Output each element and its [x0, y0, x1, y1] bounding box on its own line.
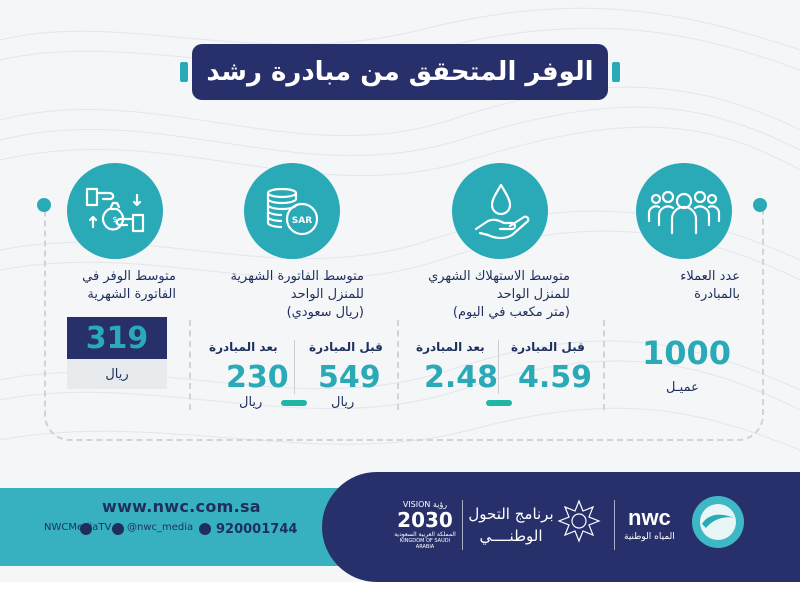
customers-value: 1000	[642, 334, 732, 372]
bill-separator	[294, 340, 295, 394]
savings-label: متوسط الوفر في الفاتورة الشهرية	[82, 269, 176, 302]
vision-sub-en: KINGDOM OF SAUDI ARABIA	[399, 538, 451, 550]
consumption-label: متوسط الاستهلاك الشهري للمنزل الواحد (مت…	[428, 269, 570, 320]
consumption-before-value: 4.59	[518, 360, 593, 395]
column-divider	[603, 320, 605, 410]
frame-dot-left	[37, 198, 51, 212]
savings-value: 319	[85, 320, 149, 356]
vision-2030-logo: VISION رؤية 2030 المملكة العربية السعودي…	[392, 500, 458, 550]
sar-coins-icon: SAR	[244, 163, 340, 259]
svg-text:SAR: SAR	[292, 216, 312, 226]
consumption-after-value: 2.48	[424, 360, 499, 395]
content-frame	[44, 206, 764, 441]
bill-before-unit: ريال	[331, 395, 355, 410]
savings-value-box: 319	[67, 317, 167, 359]
vision-year: 2030	[397, 508, 453, 532]
bill-label: متوسط الفاتورة الشهرية للمنزل الواحد (ري…	[230, 269, 364, 320]
frame-dot-right	[753, 198, 767, 212]
national-transformation-program: برنامج التحول الوطنــــي	[466, 503, 556, 547]
bill-before-label: قبل المبادرة	[309, 340, 383, 354]
instagram-icon	[112, 523, 124, 535]
consumption-bar-mark	[486, 400, 512, 406]
consumption-after-label: بعد المبادرة	[416, 340, 485, 354]
column-divider	[189, 320, 191, 410]
bill-before-value: 549	[318, 360, 381, 395]
saudi-emblem-icon	[557, 499, 601, 543]
bill-after-unit: ريال	[239, 395, 263, 410]
people-group-icon	[636, 163, 732, 259]
website-link[interactable]: www.nwc.com.sa	[102, 497, 261, 516]
youtube-handle[interactable]: NWCMediaTV	[44, 522, 112, 533]
column-divider	[397, 320, 399, 410]
program-line-1: برنامج التحول	[468, 505, 554, 523]
nwc-drop-logo-icon	[692, 496, 744, 548]
savings-unit: ريال	[105, 366, 129, 382]
consumption-separator	[498, 340, 499, 394]
vision-label: VISION رؤية	[402, 500, 448, 509]
title-left-tab	[180, 62, 188, 82]
consumption-before-label: قبل المبادرة	[511, 340, 585, 354]
nwc-logo-text: nwc	[628, 505, 671, 530]
customers-label: عدد العملاء بالمبادرة	[680, 269, 740, 302]
twitter-icon	[199, 523, 211, 535]
savings-unit-box: ريال	[67, 359, 167, 389]
title-right-tab	[612, 62, 620, 82]
svg-text:$: $	[112, 215, 117, 224]
water-drop-hand-icon	[452, 163, 548, 259]
program-line-2: الوطنــــي	[479, 527, 543, 545]
instagram-handle[interactable]: @nwc_media	[127, 522, 194, 533]
title-box: الوفر المتحقق من مبادرة رشد	[192, 44, 608, 100]
title-banner: الوفر المتحقق من مبادرة رشد	[180, 44, 620, 102]
bottom-margin	[0, 582, 800, 600]
footer-separator	[614, 500, 615, 550]
vision-sub-ar: المملكة العربية السعودية	[394, 531, 456, 538]
money-exchange-icon: $	[67, 163, 163, 259]
footer-separator	[462, 500, 463, 550]
bill-after-value: 230	[226, 360, 289, 395]
bill-bar-mark	[281, 400, 307, 406]
page-title: الوفر المتحقق من مبادرة رشد	[206, 57, 594, 87]
customers-unit: عميـل	[666, 380, 699, 395]
twitter-handle[interactable]: 920001744	[216, 522, 298, 537]
nwc-arabic-name: المياه الوطنية	[624, 532, 675, 542]
youtube-icon	[80, 523, 92, 535]
bill-after-label: بعد المبادرة	[209, 340, 278, 354]
